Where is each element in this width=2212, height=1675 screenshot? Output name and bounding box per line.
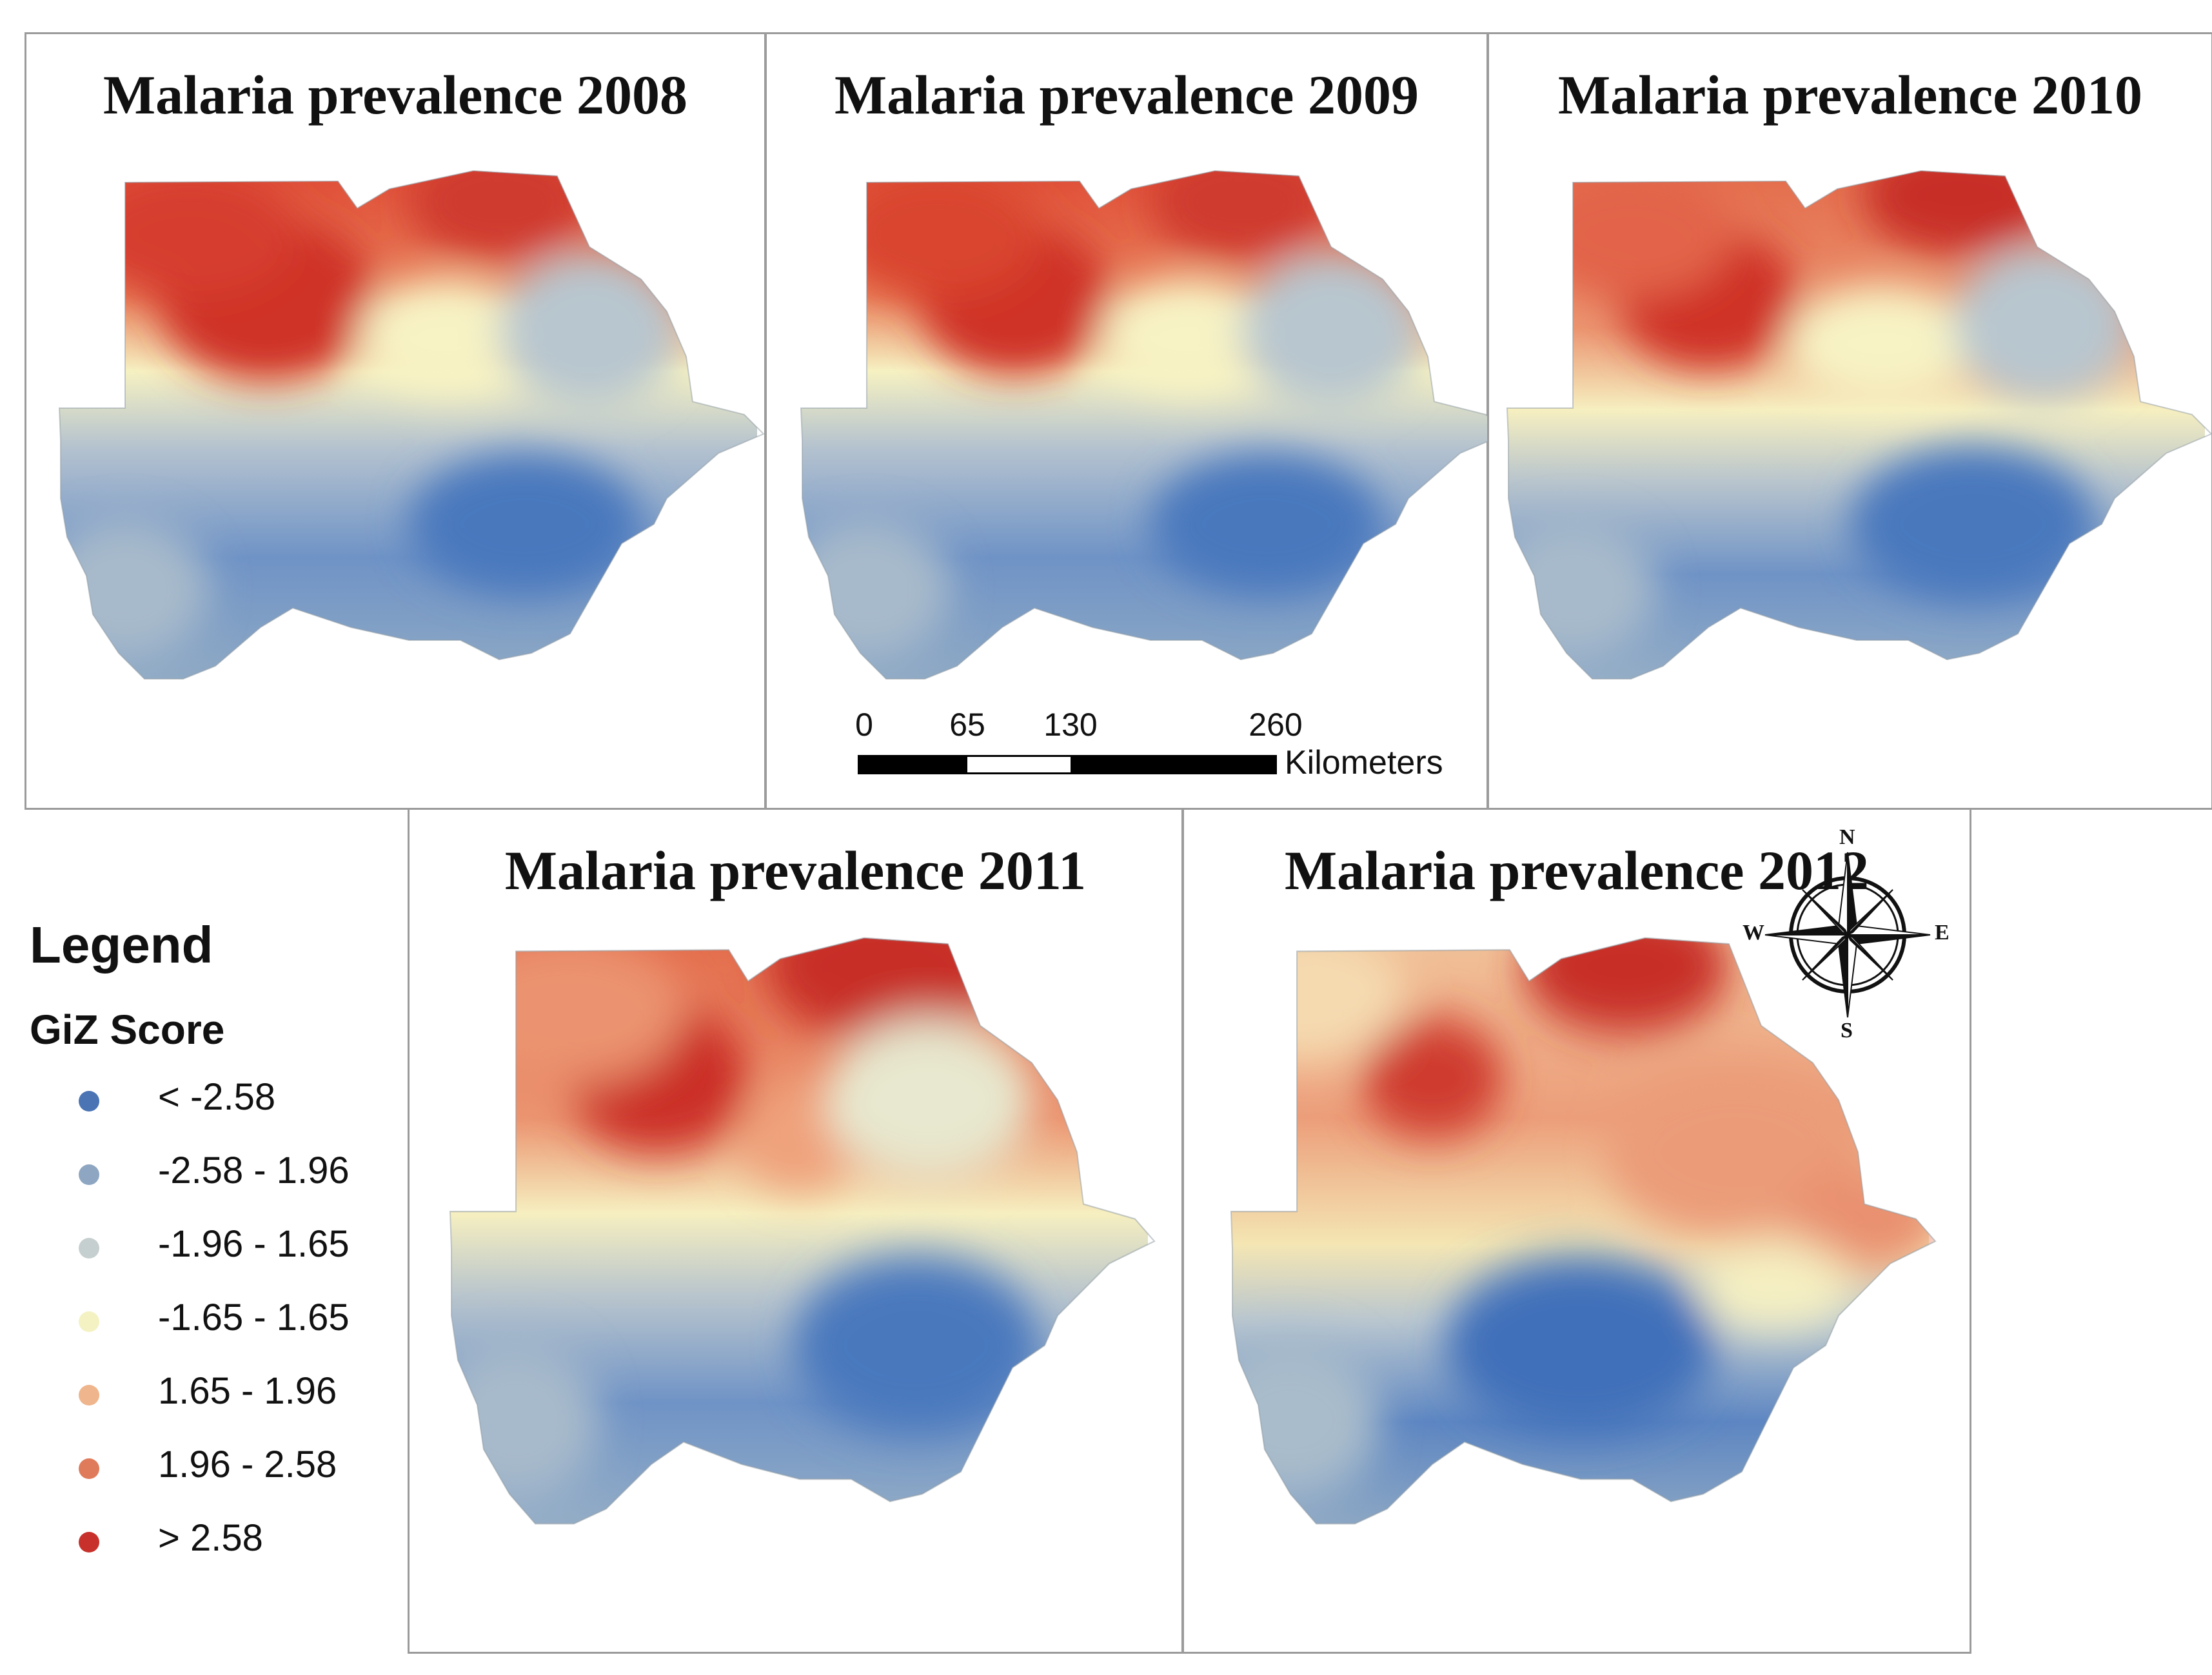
map-title: Malaria prevalence 2009 <box>834 64 1419 126</box>
scale-units: Kilometers <box>1285 744 1443 781</box>
scale-segment <box>965 755 1072 774</box>
compass-w-label: W <box>1743 921 1764 945</box>
legend-label: 1.65 - 1.96 <box>158 1370 337 1412</box>
choropleth-map <box>1230 937 1937 1525</box>
legend-label: < -2.58 <box>158 1076 276 1118</box>
scale-tick: 260 <box>1249 707 1303 743</box>
legend-swatch <box>79 1164 99 1185</box>
legend: Legend GiZ Score < -2.58 -2.58 - 1.96 -1… <box>26 916 413 1573</box>
legend-label: 1.96 - 2.58 <box>158 1444 337 1485</box>
legend-item: 1.96 - 2.58 <box>26 1438 413 1502</box>
choropleth-map <box>449 937 1156 1525</box>
legend-swatch <box>79 1532 99 1553</box>
scale-segment <box>1071 755 1277 774</box>
legend-swatch <box>79 1238 99 1259</box>
legend-swatch <box>79 1385 99 1406</box>
choropleth-map <box>800 170 1506 680</box>
map-panel-2008: Malaria prevalence 2008 <box>25 32 766 810</box>
legend-title: Legend <box>30 916 213 974</box>
scale-bar: 0 65 130 260 Kilometers <box>855 706 1470 796</box>
map-panel-2010: Malaria prevalence 2010 <box>1487 32 2212 810</box>
legend-swatch <box>79 1091 99 1112</box>
compass-rose-icon <box>1764 852 1931 1018</box>
map-panel-2011: Malaria prevalence 2011 <box>408 808 1183 1654</box>
choropleth-map <box>1506 170 2212 680</box>
legend-swatch <box>79 1311 99 1332</box>
map-panel-2009: Malaria prevalence 2009 <box>765 32 1506 810</box>
scale-tick: 130 <box>1043 707 1098 743</box>
legend-label: > 2.58 <box>158 1517 263 1559</box>
map-panel-2012: Malaria prevalence 2012 <box>1182 808 1971 1654</box>
map-title: Malaria prevalence 2012 <box>1285 839 1869 901</box>
legend-subtitle: GiZ Score <box>30 1006 225 1053</box>
legend-item: < -2.58 <box>26 1070 413 1135</box>
scale-tick: 65 <box>949 707 985 743</box>
legend-item: 1.65 - 1.96 <box>26 1364 413 1429</box>
legend-item: > 2.58 <box>26 1511 413 1576</box>
compass-e-label: E <box>1935 921 1950 945</box>
legend-label: -2.58 - 1.96 <box>158 1150 350 1191</box>
legend-item: -2.58 - 1.96 <box>26 1144 413 1208</box>
compass-n-label: N <box>1839 825 1855 849</box>
compass-s-label: S <box>1841 1019 1853 1043</box>
legend-item: -1.96 - 1.65 <box>26 1217 413 1282</box>
legend-label: -1.65 - 1.65 <box>158 1297 350 1338</box>
map-title: Malaria prevalence 2011 <box>504 839 1087 901</box>
choropleth-map <box>59 170 764 680</box>
map-title: Malaria prevalence 2010 <box>1558 64 2142 126</box>
scale-segment <box>858 755 967 774</box>
legend-item: -1.65 - 1.65 <box>26 1291 413 1355</box>
legend-swatch <box>79 1458 99 1479</box>
north-arrow: N S E W <box>1741 825 1954 1043</box>
legend-label: -1.96 - 1.65 <box>158 1223 350 1265</box>
scale-tick: 0 <box>855 707 873 743</box>
map-title: Malaria prevalence 2008 <box>103 64 687 126</box>
